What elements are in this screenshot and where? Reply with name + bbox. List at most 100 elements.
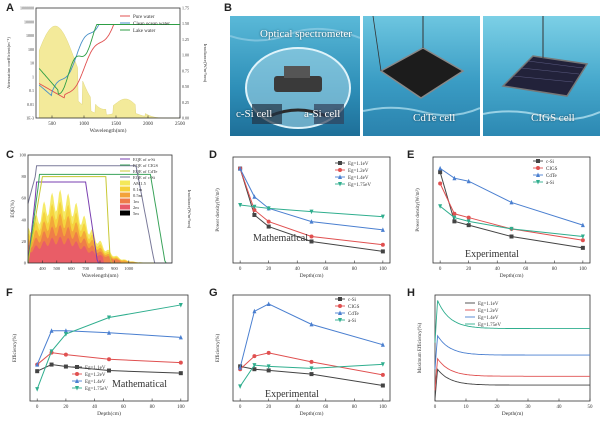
- chart-c-legend-label: 0.5m: [133, 193, 143, 198]
- chart-f-xtick-label: 60: [121, 405, 127, 410]
- chart-a-ytick-label: 1000000: [20, 6, 34, 11]
- chart-a-xlabel: Wavelength(nm): [90, 127, 127, 134]
- chart-c: 400 500 600 700 800 900 1000Wavelength(nm)EQE(…: [11, 153, 192, 280]
- panel-label-b: B: [224, 2, 232, 14]
- chart-e: 0 20 40 60 80 100 Depth(cm) Power density(W/m²)…: [415, 156, 591, 279]
- chart-c-eqe-curve: [27, 173, 172, 264]
- chart-g-series-line: [239, 303, 384, 368]
- chart-f-data-point: [35, 362, 40, 367]
- chart-d-xtick-label: 0: [239, 267, 242, 272]
- chart-c-legend-label: EQE of a-Si: [133, 157, 156, 162]
- chart-e-legend-marker: [536, 159, 540, 163]
- chart-h-xtick-label: 30: [526, 405, 532, 410]
- chart-d-xtick-label: 60: [323, 267, 329, 272]
- chart-e-series-line: [439, 183, 583, 241]
- chart-e-data-point: [452, 175, 457, 181]
- chart-h-series-curve: [434, 368, 590, 400]
- chart-c-legend-label: AM1.5: [133, 181, 147, 186]
- chart-c-legend-label: 0.1m: [133, 187, 143, 192]
- label-cigs-cell: CIGS cell: [531, 112, 575, 124]
- chart-a-y2tick-label: 1.50: [182, 21, 189, 26]
- photo-cdte-cell: CdTe cell: [363, 16, 480, 136]
- chart-d-xlabel: Depth(cm): [300, 272, 324, 279]
- chart-g-legend-label: a-Si: [348, 319, 357, 324]
- chart-d-legend-marker: [338, 161, 342, 165]
- chart-e-legend-label: a-Si: [546, 181, 555, 186]
- chart-c-spectrum-fill: [28, 236, 172, 263]
- chart-g-xtick-label: 80: [352, 405, 358, 410]
- chart-d-xtick-label: 100: [379, 267, 387, 272]
- chart-f-data-point: [35, 387, 40, 392]
- chart-d-data-point: [309, 239, 314, 244]
- chart-c-legend-label: EQE of CIGS: [133, 163, 158, 168]
- chart-d-data-point: [380, 214, 385, 220]
- panel-label-g: G: [209, 287, 218, 299]
- chart-a-legend-label: Lake water: [133, 29, 156, 34]
- photo-cigs-cell: CIGS cell: [483, 16, 600, 136]
- chart-f-data-point: [178, 334, 183, 340]
- chart-e-legend-marker: [536, 166, 540, 170]
- chart-f-ylabel: Efficiency(%): [13, 334, 18, 363]
- panel-d: D 0 20 40 60 80 100 Depth(cm) Power density(W/m…: [205, 145, 400, 280]
- spectrometer-dome-image: [230, 27, 360, 129]
- chart-e-data-point: [452, 215, 457, 221]
- chart-d-legend-marker: [338, 174, 342, 179]
- panel-h: H 0 10 20 30 40 50 Depth(m) Maximum Efficiency(…: [405, 283, 600, 421]
- chart-g-data-point: [252, 363, 257, 368]
- chart-f-xtick-label: 0: [36, 405, 39, 410]
- chart-d-data-point: [266, 206, 271, 211]
- chart-d-legend-marker: [338, 182, 342, 187]
- chart-h-series-curve: [434, 300, 590, 343]
- panel-label-h: H: [407, 287, 415, 299]
- chart-c-ylabel: EQE(%): [11, 200, 16, 218]
- chart-d-legend-label: Eg=1.2eV: [348, 169, 369, 174]
- chart-a: 500 1000 1500 2000 2500 Wavelength(nm) Attenua…: [6, 6, 208, 135]
- chart-c-legend-swatch: [120, 192, 130, 198]
- chart-d-xtick-label: 40: [295, 267, 301, 272]
- chart-e-data-point: [452, 211, 457, 216]
- chart-g-ylabel: Efficiency(%): [216, 334, 221, 363]
- chart-c-y2label: Irradiance(W/m²/nm): [187, 190, 192, 229]
- chart-e-data-point: [580, 245, 585, 250]
- chart-a-ytick-label: 10000: [24, 19, 34, 24]
- chart-d-data-point: [238, 203, 243, 208]
- chart-c-legend-label: 1m: [133, 199, 139, 204]
- chart-g-data-point: [238, 365, 243, 370]
- chart-a-irradiance-fill: [39, 25, 180, 119]
- chart-g-data-point: [309, 372, 314, 377]
- chart-e-data-point: [580, 234, 585, 239]
- chart-f-data-point: [107, 357, 111, 362]
- chart-c-xtick-label: 600: [68, 266, 76, 271]
- chart-e-data-point: [466, 219, 471, 224]
- chart-e-data-point: [509, 234, 514, 239]
- chart-g-data-point: [266, 368, 271, 373]
- chart-e-ylabel: Power density(W/m²): [415, 188, 421, 232]
- panel-e: E 0 20 40 60 80 100 Depth(cm) Power density(W/m…: [405, 145, 600, 280]
- chart-f-data-point: [178, 302, 183, 308]
- chart-f-data-point: [107, 315, 111, 321]
- chart-g-data-point: [380, 383, 385, 388]
- chart-a-ytick-label: 0.1: [29, 88, 34, 93]
- chart-e-xtick-label: 60: [523, 267, 529, 272]
- chart-d-data-point: [309, 209, 314, 215]
- chart-a-ylabel: Attenuation coefficient(m⁻¹): [6, 37, 11, 89]
- chart-e-legend-label: c-Si: [546, 160, 555, 165]
- chart-f-data-point: [35, 369, 40, 374]
- panel-f: F 0 20 40 60 80 100 Depth(cm) Efficiency(%) Eg=1…: [0, 283, 200, 421]
- chart-f-data-point: [107, 330, 111, 335]
- chart-e-data-point: [438, 165, 443, 171]
- chart-c-ytick-label: 40: [22, 217, 27, 222]
- chart-f-data-point: [49, 349, 54, 354]
- chart-c-xtick-label: 800: [97, 266, 105, 271]
- chart-d-data-point: [309, 234, 314, 239]
- chart-h-legend-label: Eg=1.2eV: [478, 309, 499, 314]
- chart-f-legend-label: Eg=1.4eV: [85, 380, 106, 385]
- chart-d-annotation: Mathematical: [253, 233, 308, 244]
- chart-f-data-point: [63, 328, 68, 333]
- chart-e-data-point: [438, 170, 443, 175]
- chart-d-legend-label: Eg=1.4eV: [348, 176, 369, 181]
- chart-f-legend-label: Eg=1.1eV: [85, 366, 106, 371]
- chart-g: 0 20 40 60 80 100 Depth(cm) Efficiency(%) c-Si CI…: [216, 294, 391, 417]
- chart-g-legend-marker: [338, 304, 342, 308]
- chart-c-legend-label: EQE of c-Si: [133, 175, 156, 180]
